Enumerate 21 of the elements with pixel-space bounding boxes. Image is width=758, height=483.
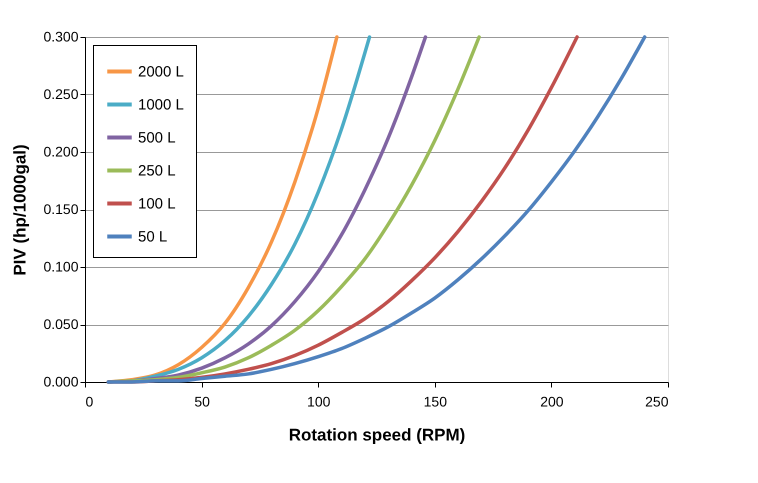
- y-axis-title: PIV (hp/1000gal): [10, 144, 30, 276]
- x-tick-label: 50: [194, 394, 210, 410]
- x-tick-label: 250: [645, 394, 669, 410]
- legend-label: 250 L: [138, 162, 176, 180]
- y-tick-label: 0.150: [43, 201, 79, 217]
- y-tick-label: 0.000: [43, 374, 79, 390]
- y-tick-label: 0.050: [43, 316, 79, 332]
- x-axis-title: Rotation speed (RPM): [288, 426, 466, 444]
- y-tick-label: 0.250: [43, 86, 79, 102]
- legend-label: 50 L: [138, 228, 168, 246]
- x-tick-label: 150: [424, 394, 448, 410]
- x-tick-label: 100: [307, 394, 331, 410]
- legend-label: 100 L: [138, 196, 176, 212]
- legend-label: 1000 L: [138, 96, 184, 114]
- x-tick-label: 0: [86, 394, 94, 410]
- legend-label: 2000 L: [138, 64, 184, 80]
- legend-label: 500 L: [138, 130, 176, 146]
- y-tick-label: 0.100: [43, 258, 79, 274]
- y-tick-label: 0.200: [43, 144, 79, 160]
- y-tick-label: 0.300: [43, 28, 79, 44]
- x-tick-label: 200: [540, 394, 564, 410]
